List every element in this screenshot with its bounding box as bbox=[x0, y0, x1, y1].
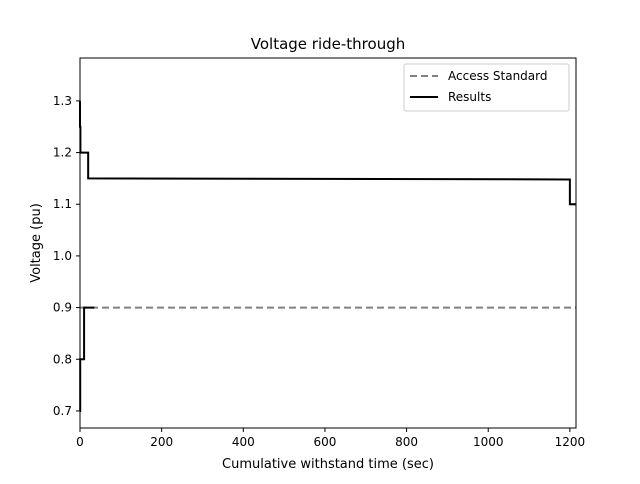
legend-label: Access Standard bbox=[448, 69, 548, 83]
plot-area: 0 200 400 600 800 1000 1200 0.7 0.8 0.9 1.0 1.1 1.2 1… bbox=[53, 57, 586, 449]
y-tick-label: 0.7 bbox=[53, 404, 72, 418]
x-tick-label: 600 bbox=[313, 435, 336, 449]
y-tick-label: 0.9 bbox=[53, 301, 72, 315]
legend-label: Results bbox=[448, 90, 491, 104]
y-axis-label: Voltage (pu) bbox=[29, 203, 44, 283]
chart-title: Voltage ride-through bbox=[251, 35, 405, 53]
legend: Access Standard Results bbox=[403, 63, 570, 112]
axes-frame bbox=[79, 57, 577, 429]
legend-box bbox=[403, 63, 570, 112]
y-tick-label: 0.8 bbox=[53, 352, 72, 366]
x-tick-label: 400 bbox=[232, 435, 255, 449]
x-tick-label: 0 bbox=[76, 435, 84, 449]
y-tick-label: 1.3 bbox=[53, 94, 72, 108]
x-axis-label: Cumulative withstand time (sec) bbox=[222, 457, 434, 472]
y-tick-label: 1.1 bbox=[53, 197, 72, 211]
x-tick-label: 1200 bbox=[555, 435, 586, 449]
x-tick-label: 200 bbox=[150, 435, 173, 449]
y-tick-label: 1.0 bbox=[53, 249, 72, 263]
y-tick-label: 1.2 bbox=[53, 146, 72, 160]
x-tick-label: 1000 bbox=[473, 435, 504, 449]
x-tick-label: 800 bbox=[395, 435, 418, 449]
